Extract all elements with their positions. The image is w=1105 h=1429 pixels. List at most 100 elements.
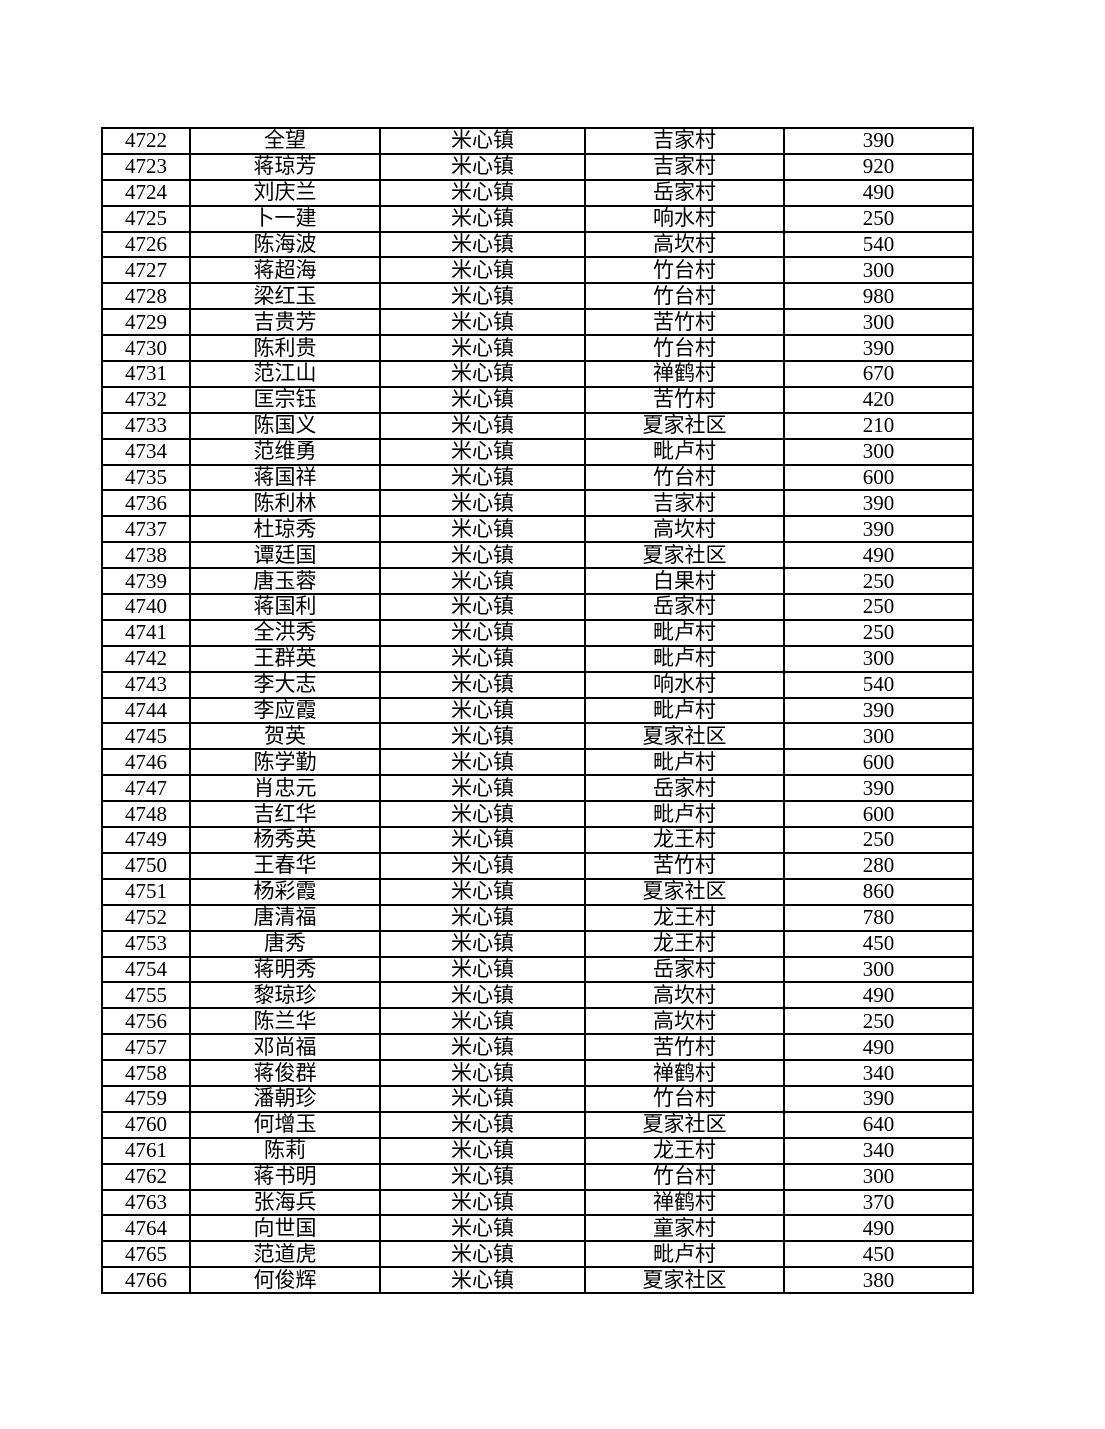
cell-serial-number: 4744 [101, 696, 191, 725]
cell-village-name: 毗卢村 [584, 618, 785, 647]
table-row: 4753 唐秀 米心镇 龙王村 450 [101, 929, 974, 958]
cell-village-name: 禅鹤村 [584, 360, 785, 388]
cell-serial-number: 4728 [101, 282, 191, 311]
cell-amount: 250 [783, 1007, 974, 1036]
cell-village-name: 毗卢村 [584, 437, 785, 466]
cell-amount: 280 [783, 851, 974, 880]
cell-town-name: 米心镇 [379, 437, 586, 466]
cell-town-name: 米心镇 [379, 152, 586, 181]
table-row: 4759 潘朝珍 米心镇 竹台村 390 [101, 1084, 974, 1113]
cell-serial-number: 4750 [101, 851, 191, 880]
cell-person-name: 陈莉 [189, 1136, 381, 1165]
cell-person-name: 杨彩霞 [189, 877, 381, 906]
cell-person-name: 贺英 [189, 722, 381, 751]
table-row: 4725 卜一建 米心镇 响水村 250 [101, 204, 974, 233]
table-row: 4765 范道虎 米心镇 毗卢村 450 [101, 1240, 974, 1269]
cell-serial-number: 4758 [101, 1059, 191, 1087]
cell-person-name: 匡宗钰 [189, 385, 381, 414]
table-row: 4745 贺英 米心镇 夏家社区 300 [101, 722, 974, 751]
cell-town-name: 米心镇 [379, 360, 586, 388]
cell-serial-number: 4754 [101, 955, 191, 984]
cell-town-name: 米心镇 [379, 489, 586, 518]
cell-person-name: 唐清福 [189, 903, 381, 932]
cell-amount: 340 [783, 1136, 974, 1165]
cell-serial-number: 4737 [101, 515, 191, 544]
cell-amount: 390 [783, 774, 974, 803]
cell-amount: 450 [783, 929, 974, 958]
cell-serial-number: 4745 [101, 722, 191, 751]
cell-village-name: 夏家社区 [584, 1110, 785, 1139]
cell-village-name: 毗卢村 [584, 748, 785, 777]
cell-village-name: 吉家村 [584, 127, 785, 155]
cell-serial-number: 4723 [101, 152, 191, 181]
table-row: 4739 唐玉蓉 米心镇 白果村 250 [101, 567, 974, 596]
cell-serial-number: 4746 [101, 748, 191, 777]
cell-village-name: 高坎村 [584, 230, 785, 259]
cell-village-name: 岳家村 [584, 178, 785, 207]
table-row: 4736 陈利林 米心镇 吉家村 390 [101, 489, 974, 518]
cell-person-name: 蒋俊群 [189, 1059, 381, 1087]
cell-village-name: 夏家社区 [584, 877, 785, 906]
cell-town-name: 米心镇 [379, 1033, 586, 1062]
cell-amount: 300 [783, 644, 974, 673]
cell-amount: 600 [783, 463, 974, 492]
table-row: 4755 黎琼珍 米心镇 高坎村 490 [101, 981, 974, 1010]
cell-person-name: 蒋书明 [189, 1162, 381, 1191]
cell-amount: 390 [783, 489, 974, 518]
cell-amount: 390 [783, 127, 974, 155]
cell-town-name: 米心镇 [379, 411, 586, 440]
cell-amount: 600 [783, 748, 974, 777]
cell-serial-number: 4763 [101, 1188, 191, 1217]
cell-person-name: 唐玉蓉 [189, 567, 381, 596]
cell-amount: 390 [783, 1084, 974, 1113]
table-row: 4735 蒋国祥 米心镇 竹台村 600 [101, 463, 974, 492]
cell-person-name: 杜琼秀 [189, 515, 381, 544]
cell-serial-number: 4743 [101, 670, 191, 699]
cell-amount: 340 [783, 1059, 974, 1087]
table-row: 4738 谭廷国 米心镇 夏家社区 490 [101, 541, 974, 570]
cell-person-name: 蒋国祥 [189, 463, 381, 492]
cell-town-name: 米心镇 [379, 593, 586, 621]
table-row: 4743 李大志 米心镇 响水村 540 [101, 670, 974, 699]
cell-amount: 450 [783, 1240, 974, 1269]
cell-town-name: 米心镇 [379, 955, 586, 984]
cell-town-name: 米心镇 [379, 541, 586, 570]
table-row: 4726 陈海波 米心镇 高坎村 540 [101, 230, 974, 259]
cell-town-name: 米心镇 [379, 204, 586, 233]
cell-village-name: 高坎村 [584, 981, 785, 1010]
cell-village-name: 毗卢村 [584, 1240, 785, 1269]
cell-serial-number: 4739 [101, 567, 191, 596]
cell-amount: 540 [783, 230, 974, 259]
cell-village-name: 龙王村 [584, 903, 785, 932]
cell-person-name: 潘朝珍 [189, 1084, 381, 1113]
cell-village-name: 夏家社区 [584, 541, 785, 570]
cell-serial-number: 4735 [101, 463, 191, 492]
cell-amount: 420 [783, 385, 974, 414]
table-row: 4722 全望 米心镇 吉家村 390 [101, 127, 974, 155]
cell-town-name: 米心镇 [379, 722, 586, 751]
cell-serial-number: 4729 [101, 308, 191, 337]
cell-person-name: 向世国 [189, 1214, 381, 1243]
cell-town-name: 米心镇 [379, 670, 586, 699]
table-row: 4762 蒋书明 米心镇 竹台村 300 [101, 1162, 974, 1191]
cell-town-name: 米心镇 [379, 567, 586, 596]
cell-serial-number: 4726 [101, 230, 191, 259]
cell-serial-number: 4732 [101, 385, 191, 414]
cell-amount: 980 [783, 282, 974, 311]
cell-serial-number: 4753 [101, 929, 191, 958]
table-row: 4727 蒋超海 米心镇 竹台村 300 [101, 256, 974, 285]
table-row: 4724 刘庆兰 米心镇 岳家村 490 [101, 178, 974, 207]
cell-serial-number: 4764 [101, 1214, 191, 1243]
cell-town-name: 米心镇 [379, 334, 586, 363]
cell-amount: 380 [783, 1266, 974, 1295]
cell-amount: 300 [783, 437, 974, 466]
cell-person-name: 李应霞 [189, 696, 381, 725]
cell-amount: 920 [783, 152, 974, 181]
cell-amount: 250 [783, 826, 974, 854]
cell-serial-number: 4742 [101, 644, 191, 673]
cell-amount: 490 [783, 981, 974, 1010]
cell-amount: 390 [783, 334, 974, 363]
table-row: 4766 何俊辉 米心镇 夏家社区 380 [101, 1266, 974, 1295]
cell-person-name: 张海兵 [189, 1188, 381, 1217]
cell-person-name: 吉贵芳 [189, 308, 381, 337]
